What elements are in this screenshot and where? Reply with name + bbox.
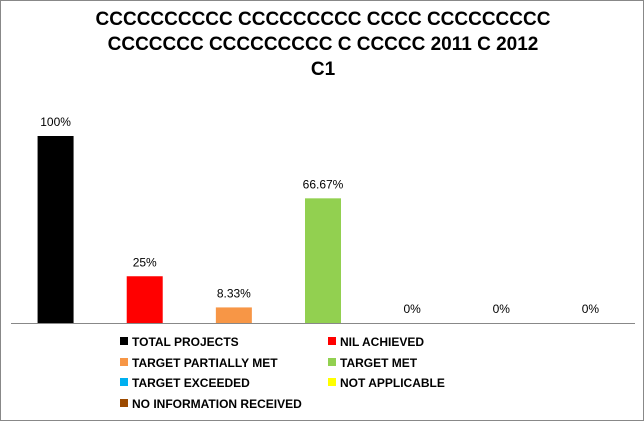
data-label-4: 0% <box>403 302 421 316</box>
legend-swatch-1 <box>328 337 336 345</box>
legend-item-6: NO INFORMATION RECEIVED <box>120 397 302 411</box>
data-label-6: 0% <box>582 302 600 316</box>
legend-label-6: NO INFORMATION RECEIVED <box>132 396 302 411</box>
legend-label-5: NOT APPLICABLE <box>340 376 445 390</box>
data-label-2: 8.33% <box>217 286 251 300</box>
legend-swatch-2 <box>120 357 128 366</box>
legend-swatch-3 <box>328 357 336 366</box>
data-label-1: 25% <box>133 255 157 269</box>
legend-swatch-4 <box>120 378 128 386</box>
legend-item-1: NIL ACHIEVED <box>328 335 424 349</box>
legend-label-1: NIL ACHIEVED <box>340 335 425 349</box>
chart-title-line-1: CCCCCCCCCC CCCCCCCCC CCCC CCCCCCCCC <box>95 9 551 30</box>
data-label-5: 0% <box>493 302 511 316</box>
chart-title-line-3: C1 <box>310 59 336 80</box>
bar-2 <box>215 307 252 323</box>
legend-swatch-6 <box>120 398 128 407</box>
legend-label-2: TARGET PARTIALLY MET <box>132 355 278 370</box>
legend-swatch-5 <box>328 378 336 386</box>
legend-item-3: TARGET MET <box>328 356 417 370</box>
chart-title-line-2: CCCCCCC CCCCCCCCC C CCCCC 2011 C 2012 <box>107 34 539 55</box>
data-label-0: 100% <box>40 115 71 129</box>
bar-1 <box>126 276 163 323</box>
legend-label-4: TARGET EXCEEDED <box>132 376 250 390</box>
legend-swatch-0 <box>120 337 128 345</box>
legend-label-3: TARGET MET <box>340 355 418 370</box>
bar-3 <box>305 198 341 323</box>
legend-label-0: TOTAL PROJECTS <box>132 335 239 349</box>
legend-item-5: NOT APPLICABLE <box>328 376 445 390</box>
legend-item-0: TOTAL PROJECTS <box>120 335 239 349</box>
bar-plot: 100% 25% 8.33% 66.67% 0% 0% 0% <box>11 115 635 324</box>
legend-item-4: TARGET EXCEEDED <box>120 376 250 390</box>
data-label-3: 66.67% <box>303 177 344 191</box>
bar-0 <box>37 136 74 323</box>
legend-item-2: TARGET PARTIALLY MET <box>120 356 278 370</box>
